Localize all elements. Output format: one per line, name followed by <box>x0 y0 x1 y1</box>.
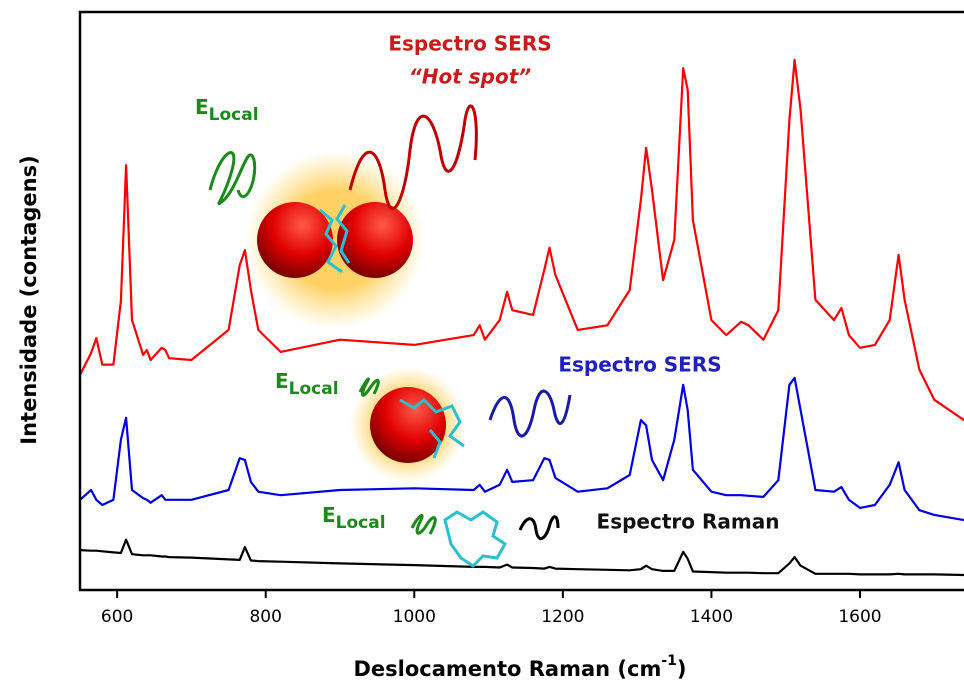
x-tick-label: 800 <box>249 607 281 627</box>
e-local: ELocal <box>275 369 339 400</box>
x-label-sup: -1 <box>661 653 677 669</box>
spectrum-line <box>80 378 964 520</box>
e-local-text: E <box>195 95 209 119</box>
x-tick-label: 1400 <box>690 607 733 627</box>
x-tick-label: 1200 <box>541 607 584 627</box>
annotation: “Hot spot” <box>409 65 531 89</box>
e-local-sub: Local <box>336 513 386 533</box>
x-label-text: Deslocamento Raman (cm <box>353 657 661 681</box>
x-axis-label: Deslocamento Raman (cm-1) <box>353 653 686 681</box>
x-tick-label: 600 <box>101 607 133 627</box>
spectrum-line <box>80 540 964 575</box>
y-axis-label: Intensidade (contagens) <box>17 155 41 444</box>
e-local-sub: Local <box>289 379 339 399</box>
e-local-text: E <box>275 369 289 393</box>
e-local-text: E <box>322 503 336 527</box>
chart: 600 800 1000 1200 1400 1600 Espectro SERS “Ho… <box>0 0 964 693</box>
x-tick-label: 1000 <box>393 607 436 627</box>
e-local: ELocal <box>322 503 386 534</box>
axis-frame <box>80 12 964 590</box>
annotation: Espectro Raman <box>597 510 780 534</box>
x-tick-label: 1600 <box>838 607 881 627</box>
x-label-end: ) <box>677 657 687 681</box>
annotation: Espectro SERS <box>388 32 551 56</box>
annotation: Espectro SERS <box>558 353 721 377</box>
e-local: ELocal <box>195 95 259 126</box>
e-local-sub: Local <box>209 105 259 125</box>
